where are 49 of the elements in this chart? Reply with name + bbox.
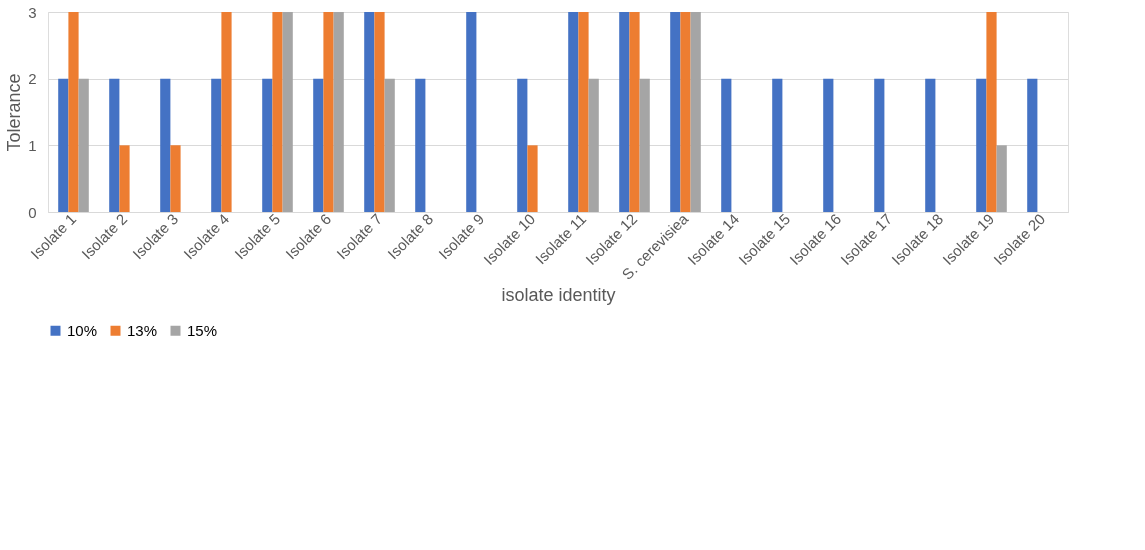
bar <box>384 78 395 212</box>
bar <box>680 12 691 212</box>
bar <box>109 78 120 212</box>
bar <box>78 78 89 212</box>
bar <box>670 12 681 212</box>
bar <box>721 78 732 212</box>
bar <box>313 78 324 212</box>
bar <box>823 78 834 212</box>
y-tick-label: 2 <box>28 70 37 88</box>
bar <box>772 78 783 212</box>
bar <box>160 78 171 212</box>
bar <box>374 12 385 212</box>
legend-label: 15% <box>187 321 218 339</box>
bar <box>925 78 936 212</box>
bar <box>119 145 130 212</box>
bar <box>568 12 579 212</box>
bar <box>221 12 232 212</box>
bar <box>333 12 344 212</box>
bar <box>874 78 885 212</box>
bar <box>58 78 69 212</box>
bar <box>170 145 181 212</box>
bar <box>68 12 79 212</box>
y-axis-title: Tolerance <box>4 73 25 152</box>
legend-label: 10% <box>67 321 98 339</box>
bar <box>578 12 589 212</box>
bar <box>466 12 477 212</box>
y-tick-label: 1 <box>28 136 37 154</box>
bar <box>282 12 293 212</box>
bar <box>272 12 283 212</box>
bar <box>619 12 630 212</box>
bar <box>690 12 701 212</box>
legend-label: 13% <box>127 321 158 339</box>
bar <box>996 145 1007 212</box>
y-tick-label: 0 <box>28 203 37 221</box>
bar <box>517 78 528 212</box>
bar <box>415 78 426 212</box>
bar <box>262 78 273 212</box>
bar <box>629 12 640 212</box>
bar <box>323 12 334 212</box>
x-axis-title: isolate identity <box>501 284 616 305</box>
y-tick-label: 3 <box>28 3 37 21</box>
bar <box>211 78 222 212</box>
bar <box>364 12 375 212</box>
bar <box>639 78 650 212</box>
bar <box>1027 78 1038 212</box>
bar <box>588 78 599 212</box>
bar <box>986 12 997 212</box>
bar <box>976 78 987 212</box>
bar <box>527 145 538 212</box>
